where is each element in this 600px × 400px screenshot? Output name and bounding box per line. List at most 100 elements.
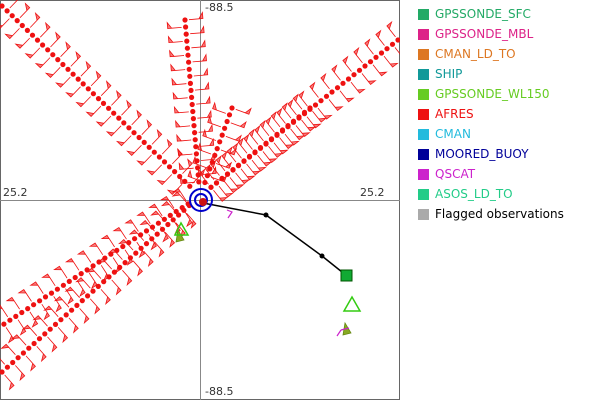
wind-barb — [167, 35, 183, 44]
observation-point — [187, 80, 193, 86]
observation-point — [133, 250, 139, 256]
wind-barb — [331, 64, 341, 81]
legend-swatch — [418, 108, 429, 120]
observation-point — [186, 66, 192, 72]
wind-barb — [235, 107, 252, 115]
green-triangle-marker — [342, 295, 362, 312]
wind-barb — [202, 128, 217, 141]
wind-barb — [4, 374, 15, 391]
observation-point — [90, 288, 96, 294]
wind-barb — [29, 11, 41, 28]
observation-point — [0, 369, 5, 375]
wind-barb — [17, 289, 32, 302]
observation-point — [226, 112, 233, 118]
legend-item-gpssonde-wl150[interactable]: GPSSONDE_WL150 — [418, 84, 600, 104]
wind-barb — [15, 365, 26, 382]
wind-barb — [150, 210, 166, 222]
observation-point — [95, 96, 102, 102]
observation-point — [100, 100, 107, 106]
observation-point — [30, 302, 37, 308]
wind-barb — [197, 109, 212, 119]
observation-point — [117, 264, 123, 270]
wind-barb — [186, 213, 197, 229]
center-ring-outer — [189, 188, 213, 212]
wind-barb — [301, 119, 317, 132]
observation-point — [189, 94, 195, 100]
observation-point — [166, 164, 173, 170]
observation-point — [149, 236, 155, 242]
legend-item-asos-ld-to[interactable]: ASOS_LD_TO — [418, 184, 600, 204]
legend-swatch — [418, 128, 429, 140]
wind-barb — [65, 288, 74, 305]
observation-point — [224, 118, 230, 125]
wind-barb — [309, 81, 319, 98]
track-point — [319, 253, 325, 259]
observation-point — [189, 101, 195, 108]
axis-label-top: -88.5 — [205, 1, 233, 14]
observation-point — [224, 171, 231, 177]
legend-item-cman-ld-to[interactable]: CMAN_LD_TO — [418, 44, 600, 64]
observation-point — [307, 105, 313, 111]
legend-item-gpssonde-mbl[interactable]: GPSSONDE_MBL — [418, 24, 600, 44]
observation-point — [15, 355, 21, 361]
observation-point — [378, 50, 385, 56]
observation-point — [126, 125, 132, 131]
wind-barb — [89, 298, 101, 315]
observation-point — [389, 41, 396, 47]
wind-barb — [265, 116, 275, 133]
wind-barb — [68, 317, 79, 334]
legend-item-afres[interactable]: AFRES — [418, 104, 600, 124]
wind-barb — [284, 133, 300, 146]
wind-barb — [25, 355, 36, 372]
wind-barb — [237, 137, 248, 154]
observation-point — [54, 286, 61, 292]
observation-point — [58, 317, 64, 323]
observation-point — [52, 321, 59, 327]
legend-item-cman[interactable]: CMAN — [418, 124, 600, 144]
observation-point — [351, 72, 357, 78]
observation-point — [182, 17, 188, 23]
observation-point — [204, 173, 210, 179]
legend-item-gpssonde-sfc[interactable]: GPSSONDE_SFC — [418, 4, 600, 24]
observation-point — [184, 38, 190, 44]
observation-point — [13, 313, 19, 319]
wind-barb — [173, 105, 189, 114]
wind-barb — [193, 67, 209, 77]
observation-point — [290, 118, 297, 124]
observation-point — [48, 290, 55, 296]
legend-item-qscat[interactable]: QSCAT — [418, 164, 600, 184]
wind-barb — [36, 346, 47, 363]
legend-item-moored-buoy[interactable]: MOORED_BUOY — [418, 144, 600, 164]
observation-point — [301, 109, 308, 115]
wind-barb — [141, 119, 153, 135]
observation-point — [60, 282, 66, 288]
observation-point — [170, 217, 176, 223]
observation-point — [345, 76, 352, 82]
legend-label: GPSSONDE_MBL — [435, 27, 534, 41]
wind-barb — [224, 181, 240, 194]
observation-point — [85, 293, 91, 299]
wind-barb — [64, 286, 80, 298]
wind-barb — [166, 21, 182, 30]
observation-point — [222, 125, 228, 131]
storm-track-layer — [202, 202, 353, 282]
legend-item-flagged-observations[interactable]: Flagged observations — [418, 204, 600, 224]
legend-item-ship[interactable]: SHIP — [418, 64, 600, 84]
wind-barb — [53, 296, 70, 308]
observation-point — [55, 57, 61, 63]
observation-point — [131, 130, 137, 136]
observation-point — [75, 76, 81, 82]
legend-label: GPSSONDE_SFC — [435, 7, 531, 21]
observation-point — [213, 180, 220, 186]
wind-barb — [172, 91, 188, 100]
legend-swatch — [418, 8, 429, 20]
observation-point — [34, 37, 41, 43]
observation-point — [0, 3, 5, 9]
observation-point — [143, 241, 150, 247]
observation-point — [183, 31, 189, 37]
observation-point — [193, 151, 199, 157]
legend-swatch — [418, 68, 429, 80]
observation-point — [207, 166, 213, 172]
observation-point — [154, 231, 160, 237]
wind-barb — [353, 46, 363, 64]
